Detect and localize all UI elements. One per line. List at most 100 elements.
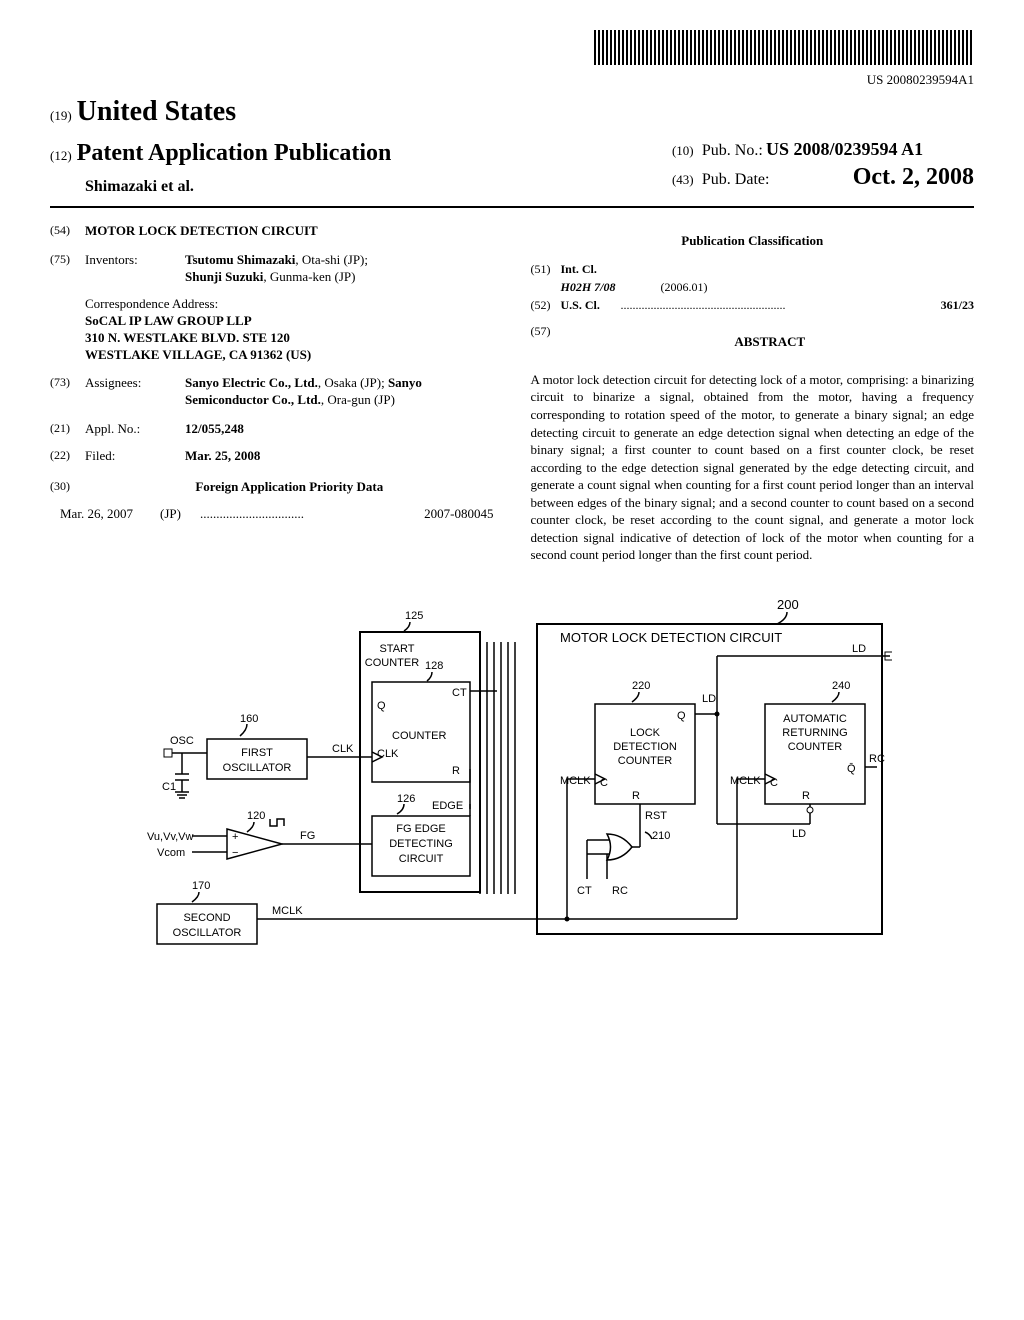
field-num-57: (57) bbox=[530, 324, 565, 361]
start-counter-2: COUNTER bbox=[365, 657, 419, 669]
inventor-1-loc: , Ota-shi (JP); bbox=[295, 252, 368, 267]
right-column: Publication Classification (51) Int. Cl.… bbox=[530, 223, 974, 564]
ct-label: CT bbox=[452, 687, 467, 699]
classification-header: Publication Classification bbox=[530, 233, 974, 250]
rc-out: RC bbox=[869, 753, 885, 765]
q-220: Q bbox=[677, 710, 686, 722]
r-220: R bbox=[632, 790, 640, 802]
us-cl-dots: ........................................… bbox=[620, 296, 940, 314]
q-label: Q bbox=[377, 700, 386, 712]
rst-label: RST bbox=[645, 810, 667, 822]
inventor-surname: Shimazaki et al. bbox=[85, 178, 194, 195]
content-columns: (54) MOTOR LOCK DETECTION CIRCUIT (75) I… bbox=[50, 223, 974, 564]
correspondence-address: Correspondence Address: SoCAL IP LAW GRO… bbox=[85, 296, 494, 364]
inventor-2-name: Shunji Suzuki bbox=[185, 269, 263, 284]
lock-det-2: DETECTION bbox=[613, 741, 677, 753]
mclk-220: MCLK bbox=[560, 775, 591, 787]
rc-or: RC bbox=[612, 885, 628, 897]
filed-value: Mar. 25, 2008 bbox=[185, 448, 494, 465]
minus-icon: − bbox=[232, 847, 238, 859]
pub-date: Oct. 2, 2008 bbox=[853, 164, 974, 190]
int-cl-code: H02H 7/08 bbox=[560, 278, 660, 296]
second-osc-1: SECOND bbox=[183, 912, 230, 924]
assignees-label: Assignees: bbox=[85, 375, 185, 409]
first-osc-1: FIRST bbox=[241, 747, 273, 759]
field-num-21: (21) bbox=[50, 421, 85, 438]
divider bbox=[50, 206, 974, 208]
field-num-75: (75) bbox=[50, 252, 85, 286]
pub-date-label: Pub. Date: bbox=[702, 171, 770, 188]
field-num-43: (43) bbox=[672, 172, 694, 187]
inventors-label: Inventors: bbox=[85, 252, 185, 286]
fg-label: FG bbox=[300, 830, 315, 842]
ref-126: 126 bbox=[397, 793, 415, 805]
barcode-region: US 20080239594A1 bbox=[50, 30, 974, 89]
r-240: R bbox=[802, 790, 810, 802]
vu-label: Vu,Vv,Vw bbox=[147, 831, 194, 843]
lock-det-3: COUNTER bbox=[618, 755, 672, 767]
mclk-240: MCLK bbox=[730, 775, 761, 787]
auto-ret-3: COUNTER bbox=[788, 741, 842, 753]
counter-label: COUNTER bbox=[392, 730, 446, 742]
country: United States bbox=[77, 94, 236, 130]
corr-line2: 310 N. WESTLAKE BLVD. STE 120 bbox=[85, 330, 494, 347]
field-num-30: (30) bbox=[50, 479, 85, 496]
priority-value: 2007-080045 bbox=[424, 506, 493, 523]
ld-220: LD bbox=[702, 693, 716, 705]
field-num-51: (51) bbox=[530, 260, 560, 278]
field-num-12: (12) bbox=[50, 148, 72, 165]
ref-120: 120 bbox=[247, 810, 265, 822]
int-cl-year: (2006.01) bbox=[660, 278, 707, 296]
ref-200: 200 bbox=[777, 597, 799, 612]
ref-210: 210 bbox=[652, 830, 670, 842]
patent-title: MOTOR LOCK DETECTION CIRCUIT bbox=[85, 223, 494, 240]
priority-label: Foreign Application Priority Data bbox=[85, 479, 494, 496]
lock-det-1: LOCK bbox=[630, 727, 661, 739]
ref-220: 220 bbox=[632, 680, 650, 692]
c1-label: C1 bbox=[162, 781, 176, 793]
assignee-1-loc: , Osaka (JP); bbox=[318, 375, 388, 390]
ld-r: LD bbox=[792, 828, 806, 840]
start-counter-1: START bbox=[379, 643, 414, 655]
circuit-diagram: 200 MOTOR LOCK DETECTION CIRCUIT LD LD 1… bbox=[50, 594, 974, 974]
ref-160: 160 bbox=[240, 713, 258, 725]
priority-country: (JP) bbox=[160, 506, 200, 523]
r-label: R bbox=[452, 765, 460, 777]
first-osc-2: OSCILLATOR bbox=[223, 762, 292, 774]
edge-label: EDGE bbox=[432, 800, 463, 812]
clk-wire: CLK bbox=[332, 743, 354, 755]
field-num-19: (19) bbox=[50, 108, 72, 125]
pub-no-label: Pub. No.: bbox=[702, 142, 763, 159]
fg-edge-2: DETECTING bbox=[389, 838, 453, 850]
field-num-22: (22) bbox=[50, 448, 85, 465]
ref-170: 170 bbox=[192, 880, 210, 892]
spacer bbox=[530, 278, 560, 296]
barcode-lines bbox=[594, 30, 974, 65]
abstract-label: ABSTRACT bbox=[565, 334, 974, 351]
appl-no-value: 12/055,248 bbox=[185, 421, 494, 438]
us-cl-value: 361/23 bbox=[941, 296, 974, 314]
fg-edge-3: CIRCUIT bbox=[399, 853, 444, 865]
field-num-52: (52) bbox=[530, 296, 560, 314]
corr-label: Correspondence Address: bbox=[85, 296, 494, 313]
assignee-1-name: Sanyo Electric Co., Ltd. bbox=[185, 375, 318, 390]
corr-line3: WESTLAKE VILLAGE, CA 91362 (US) bbox=[85, 347, 494, 364]
field-num-10: (10) bbox=[672, 143, 694, 158]
int-cl-label: Int. Cl. bbox=[560, 260, 620, 278]
appl-no-label: Appl. No.: bbox=[85, 421, 185, 438]
mclk-label: MCLK bbox=[272, 905, 303, 917]
field-num-73: (73) bbox=[50, 375, 85, 409]
field-num-54: (54) bbox=[50, 223, 85, 240]
qbar-240: Q̄ bbox=[847, 762, 856, 775]
auto-ret-2: RETURNING bbox=[782, 727, 847, 739]
assignees-value: Sanyo Electric Co., Ltd., Osaka (JP); Sa… bbox=[185, 375, 494, 409]
ref-240: 240 bbox=[832, 680, 850, 692]
barcode-text: US 20080239594A1 bbox=[50, 72, 974, 89]
ct-or: CT bbox=[577, 885, 592, 897]
osc-label: OSC bbox=[170, 735, 194, 747]
inventor-1-name: Tsutomu Shimazaki bbox=[185, 252, 295, 267]
inventor-2-loc: , Gunma-ken (JP) bbox=[263, 269, 355, 284]
ref-125: 125 bbox=[405, 610, 423, 622]
us-cl-label: U.S. Cl. bbox=[560, 296, 620, 314]
pub-no: US 2008/0239594 A1 bbox=[766, 139, 923, 159]
